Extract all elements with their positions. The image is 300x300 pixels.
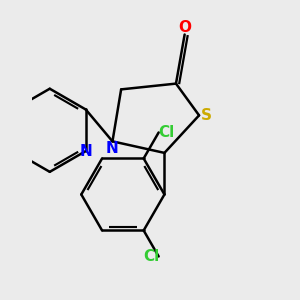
- Text: N: N: [106, 141, 119, 156]
- Text: O: O: [178, 20, 191, 35]
- Text: S: S: [201, 108, 212, 123]
- Text: Cl: Cl: [143, 249, 159, 264]
- Text: N: N: [80, 144, 92, 159]
- Text: Cl: Cl: [158, 125, 174, 140]
